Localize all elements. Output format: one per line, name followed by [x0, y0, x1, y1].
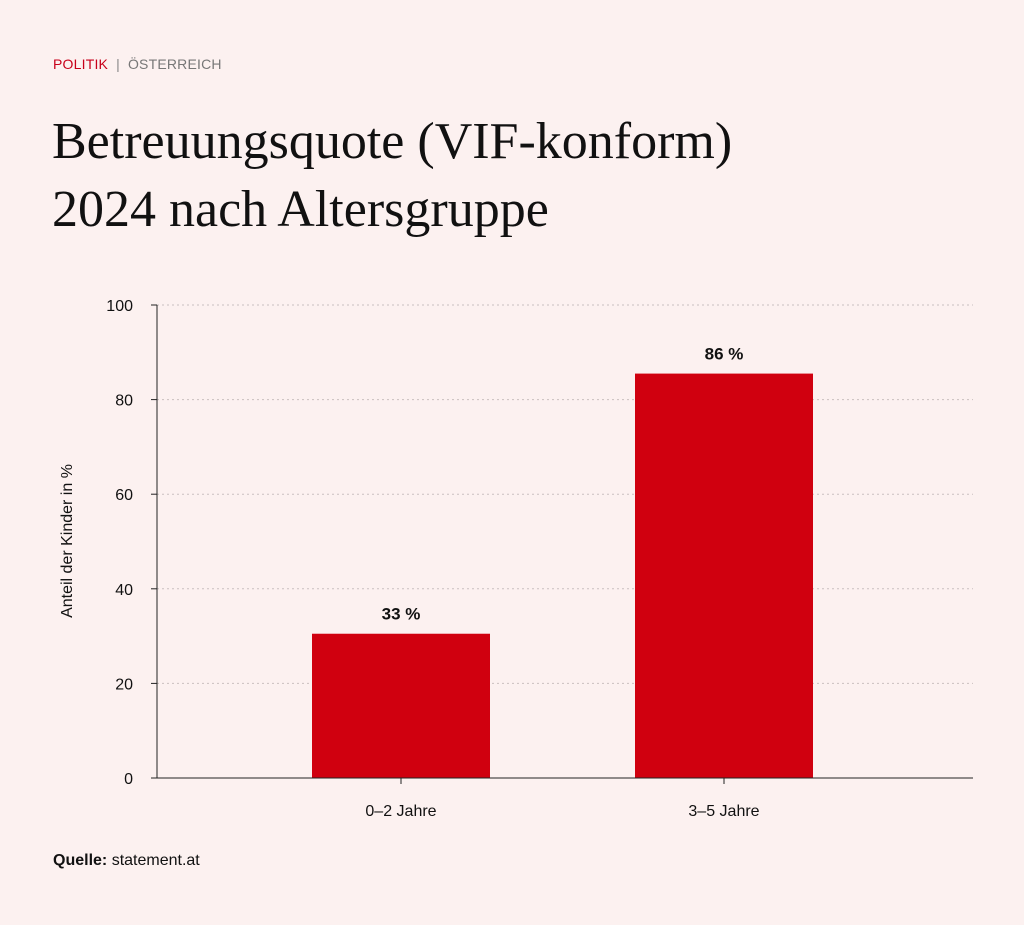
y-axis-label: Anteil der Kinder in %	[59, 464, 76, 618]
bar[interactable]	[312, 633, 490, 778]
y-tick-label: 20	[115, 676, 133, 693]
bar-layer: 33 % 86 %	[312, 345, 813, 778]
category-label[interactable]: POLITIK	[53, 56, 109, 72]
source-note: Quelle: statement.at	[53, 852, 200, 870]
grid-layer	[157, 304, 973, 684]
subcategory-label[interactable]: ÖSTERREICH	[127, 56, 222, 72]
x-tick-label: 0–2 Jahre	[365, 803, 436, 820]
bar-value-label: 33 %	[382, 605, 421, 624]
y-tick-label: 100	[106, 298, 133, 315]
title-line-1: Betreuungsquote (VIF-konform)	[52, 113, 733, 170]
y-tick-label: 40	[115, 582, 133, 599]
title-line-2: 2024 nach Altersgruppe	[52, 181, 549, 238]
axis-layer: 0 20 40 60 80 100 0–2 Jahre 3–5 Jahre	[106, 298, 973, 820]
y-tick-label: 0	[124, 771, 133, 788]
chart-title: Betreuungsquote (VIF-konform) 2024 nach …	[52, 108, 972, 244]
bar[interactable]	[635, 373, 813, 778]
x-tick-label: 3–5 Jahre	[688, 803, 759, 820]
y-tick-label: 80	[115, 393, 133, 410]
kicker-separator: |	[116, 56, 120, 72]
source-label: Quelle:	[53, 852, 108, 869]
source-text: statement.at	[111, 852, 200, 869]
y-tick-label: 60	[115, 487, 133, 504]
kicker: POLITIK | ÖSTERREICH	[53, 56, 222, 72]
bar-value-label: 86 %	[705, 345, 744, 364]
